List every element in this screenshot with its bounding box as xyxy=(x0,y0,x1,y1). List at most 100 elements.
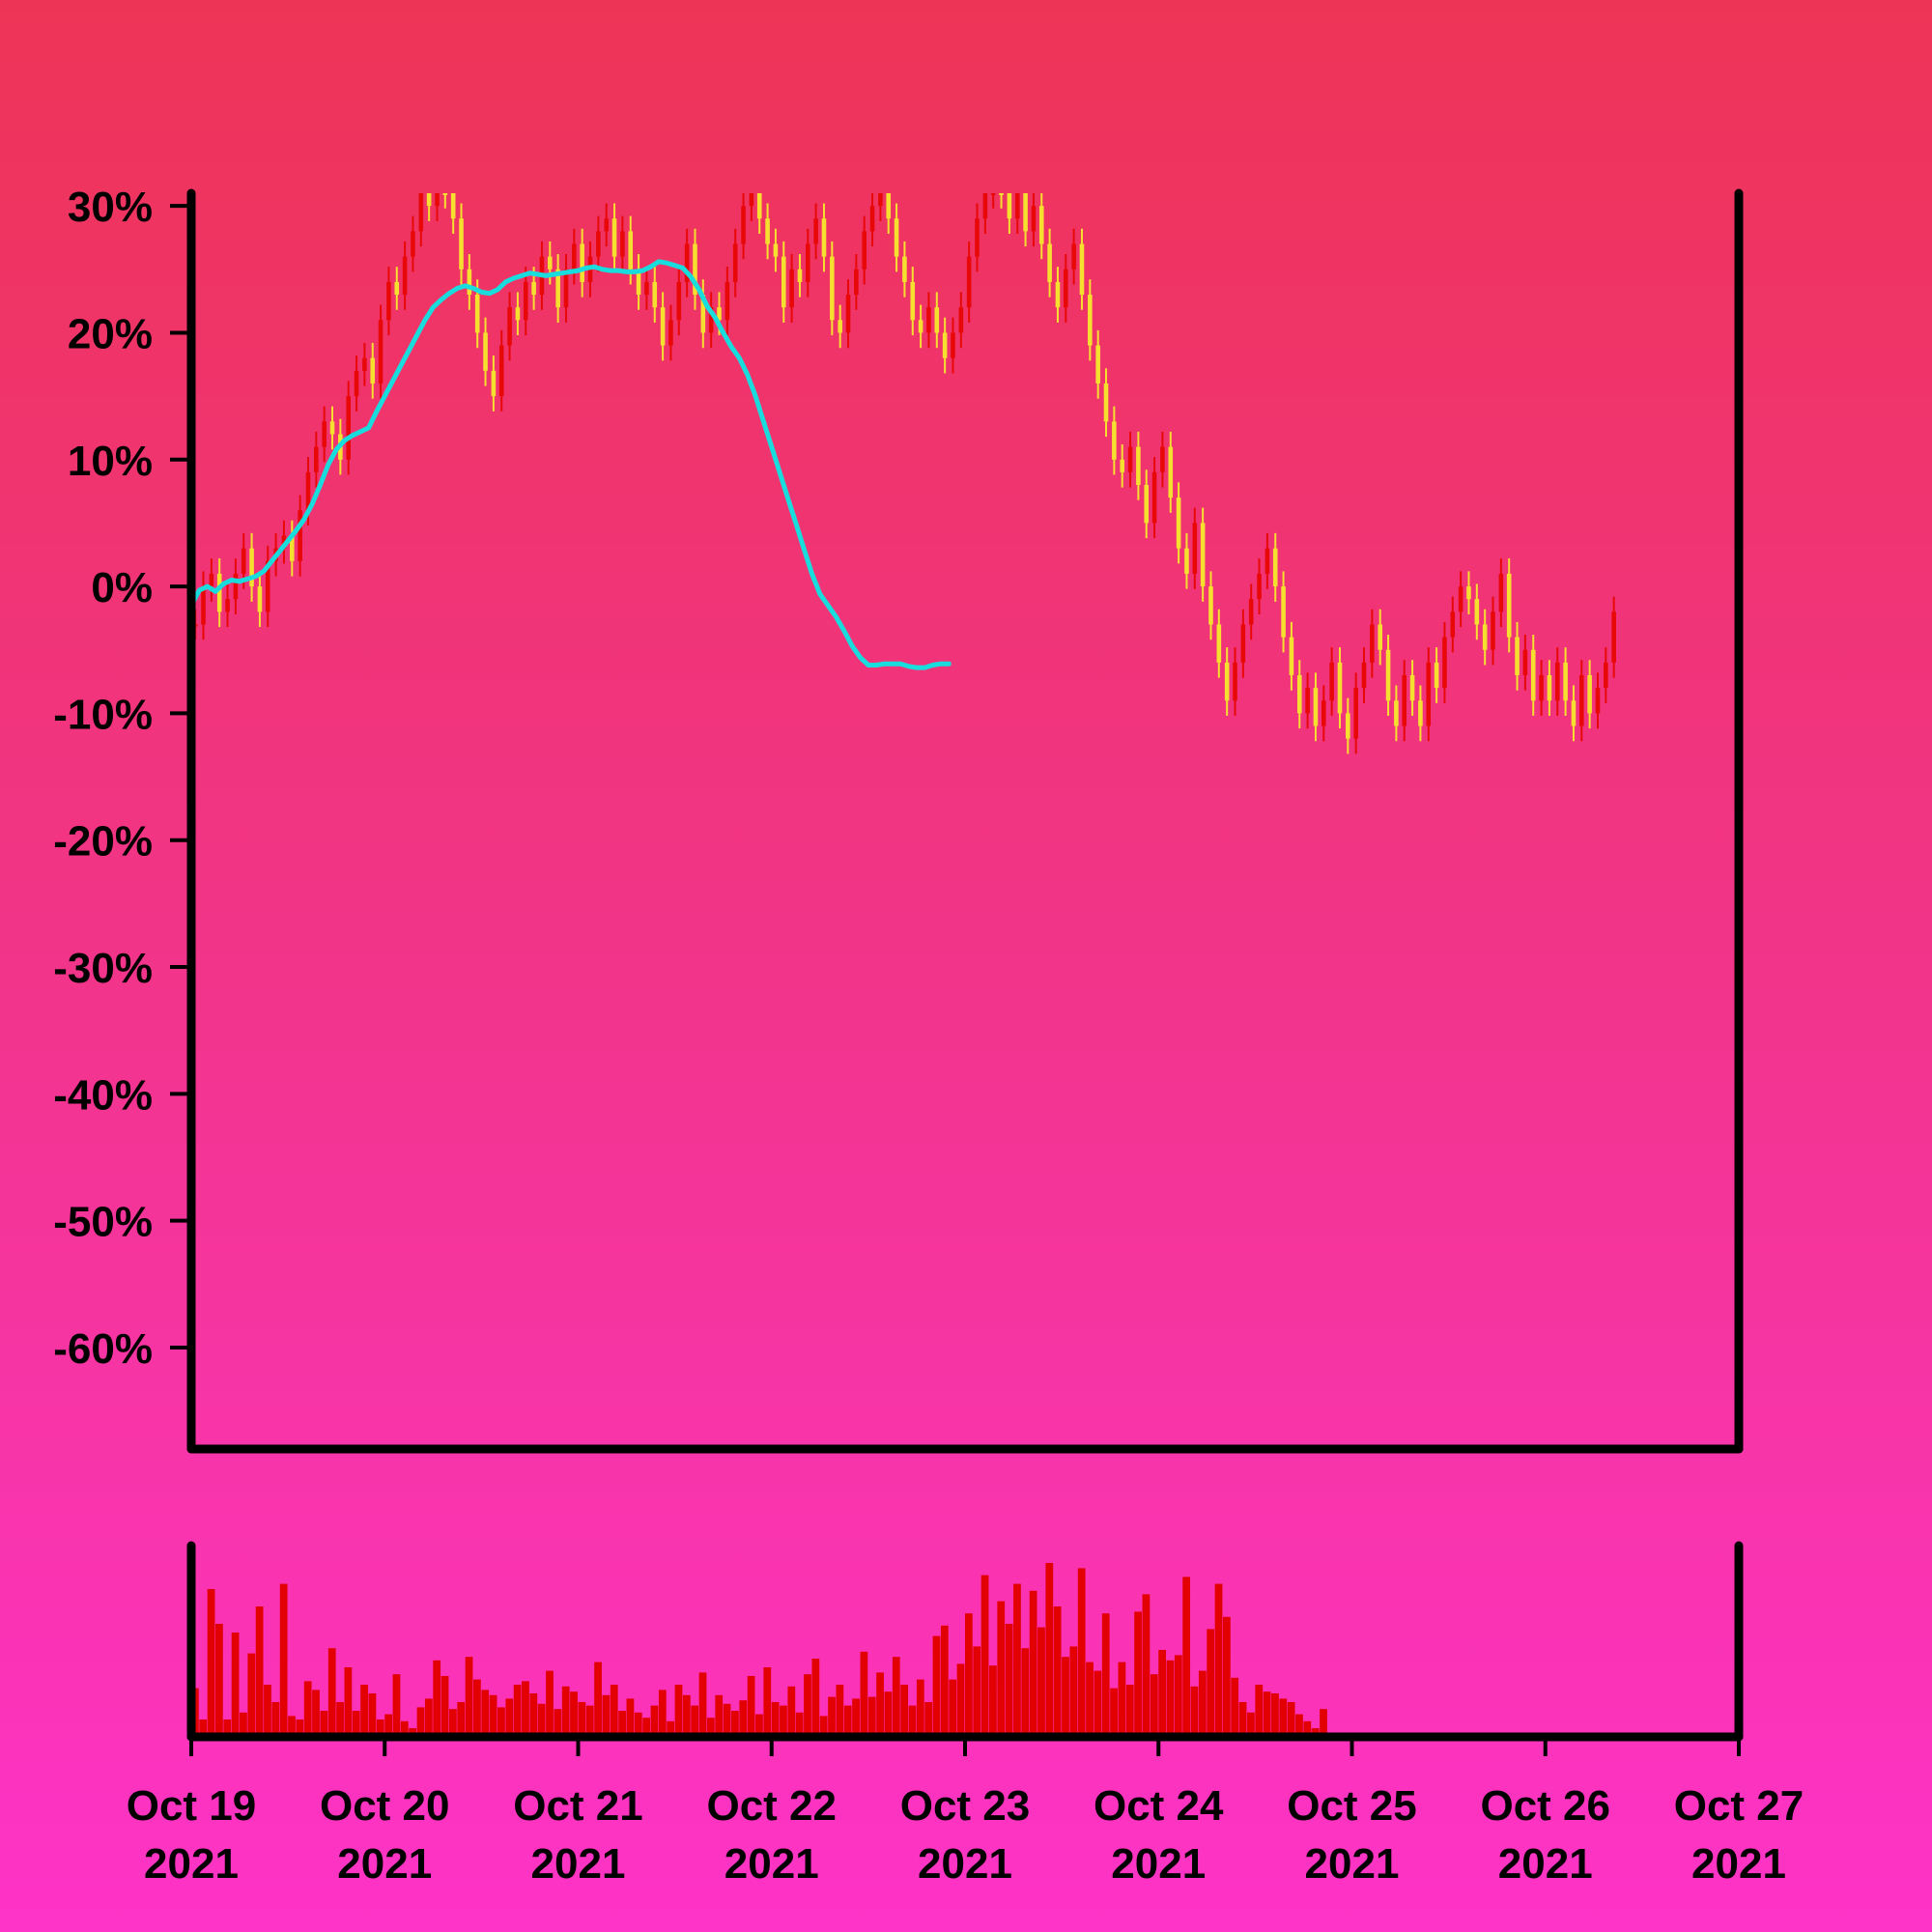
candle-body xyxy=(789,269,794,308)
volume-bar xyxy=(1077,1568,1086,1737)
candle-body xyxy=(910,281,916,321)
volume-bar xyxy=(1271,1693,1279,1737)
volume-bar xyxy=(505,1698,514,1737)
candle-body xyxy=(596,231,601,257)
axes xyxy=(186,188,1744,1742)
volume-bar xyxy=(449,1709,457,1737)
candle-body xyxy=(1434,662,1439,689)
candle-body xyxy=(708,307,714,333)
candle-body xyxy=(1289,637,1294,675)
candle-body xyxy=(1442,637,1447,689)
candle-body xyxy=(773,243,779,257)
y-tick-label: 30% xyxy=(68,184,153,231)
volume-bar xyxy=(667,1720,675,1737)
candle-body xyxy=(1296,674,1302,714)
candle-body xyxy=(265,560,270,612)
volume-bar xyxy=(932,1635,941,1737)
x-tick-year-label: 2021 xyxy=(724,1840,819,1888)
candle-body xyxy=(498,345,504,397)
candle-body xyxy=(1064,269,1068,308)
candle-body xyxy=(628,231,634,270)
candle-body xyxy=(813,218,818,244)
volume-bar xyxy=(465,1657,473,1737)
candle-body xyxy=(756,193,762,219)
volume-bar xyxy=(416,1707,425,1737)
volume-bar xyxy=(433,1660,441,1737)
candle-body xyxy=(1491,611,1495,650)
candle-body xyxy=(450,193,456,219)
volume-bar xyxy=(763,1667,772,1737)
candle-body xyxy=(1402,674,1407,726)
volume-bar xyxy=(626,1698,635,1737)
y-tick-label: -10% xyxy=(53,691,153,738)
x-tick-label: Oct 23 xyxy=(900,1782,1031,1830)
volume-bar xyxy=(223,1719,232,1737)
volume-bar xyxy=(852,1698,860,1737)
candle-body xyxy=(435,193,440,207)
candle-body xyxy=(1224,662,1230,701)
volume-bar xyxy=(658,1690,667,1737)
candle-body xyxy=(216,573,222,612)
candle-body xyxy=(378,320,384,384)
volume-bar xyxy=(795,1712,804,1737)
x-tick-year-label: 2021 xyxy=(918,1840,1012,1888)
volume-bar xyxy=(949,1679,957,1737)
volume-bar xyxy=(424,1698,433,1737)
candle-body xyxy=(1038,206,1044,244)
volume-bar xyxy=(1101,1613,1110,1737)
candle-body xyxy=(942,332,948,358)
candle-body xyxy=(1305,688,1310,714)
volume-bar xyxy=(747,1676,755,1737)
candle-body xyxy=(1530,649,1536,701)
candle-body xyxy=(1595,688,1601,714)
candle-body xyxy=(830,256,835,321)
volume-bar xyxy=(682,1694,691,1737)
candle-body xyxy=(1418,700,1423,726)
candle-body xyxy=(765,218,770,244)
candle-body xyxy=(1409,674,1415,701)
candle-body xyxy=(781,256,786,308)
volume-bar xyxy=(336,1702,344,1737)
candle-body xyxy=(1007,193,1012,219)
candle-body xyxy=(1023,193,1028,232)
volume-bar xyxy=(1287,1702,1295,1737)
x-tick-label: Oct 19 xyxy=(127,1782,257,1830)
candle-body xyxy=(225,599,230,612)
volume-bar xyxy=(561,1686,570,1737)
volume-bar xyxy=(780,1705,787,1737)
volume-bar xyxy=(400,1720,409,1737)
candle-body xyxy=(604,218,609,232)
volume-bar xyxy=(1263,1691,1271,1737)
candle-body xyxy=(1370,624,1375,663)
volume-bar xyxy=(1174,1655,1182,1737)
volume-bar xyxy=(940,1625,949,1737)
volume-bar xyxy=(836,1685,844,1737)
candle-body xyxy=(459,218,464,270)
volume-bar xyxy=(989,1665,997,1737)
volume-bar xyxy=(215,1624,223,1737)
volume-bar xyxy=(473,1679,481,1737)
y-tick-label: -30% xyxy=(53,945,153,992)
y-tick-label: -50% xyxy=(53,1199,153,1246)
candle-body xyxy=(1257,573,1262,600)
volume-bar xyxy=(884,1691,893,1737)
candle-body xyxy=(838,320,842,333)
candle-body xyxy=(426,193,432,207)
x-tick-year-label: 2021 xyxy=(144,1840,239,1888)
candle-body xyxy=(474,295,480,333)
candle-body xyxy=(515,307,521,321)
volume-bar xyxy=(578,1702,586,1737)
candle-body xyxy=(314,446,319,472)
x-tick-year-label: 2021 xyxy=(337,1840,432,1888)
candle-body xyxy=(201,586,206,625)
candle-body xyxy=(732,243,738,282)
x-axis-ticks: Oct 19 2021 Oct 20 2021 Oct 21 2021 Oct 22 2021… xyxy=(127,1737,1804,1888)
candle-body xyxy=(290,535,295,561)
candle-body xyxy=(1079,243,1085,296)
candle-body xyxy=(676,281,682,321)
volume-bar xyxy=(787,1686,796,1737)
candle-body xyxy=(1539,674,1544,701)
candle-body xyxy=(1208,586,1213,625)
volume-bar xyxy=(1021,1648,1030,1737)
candle-body xyxy=(1216,624,1222,663)
